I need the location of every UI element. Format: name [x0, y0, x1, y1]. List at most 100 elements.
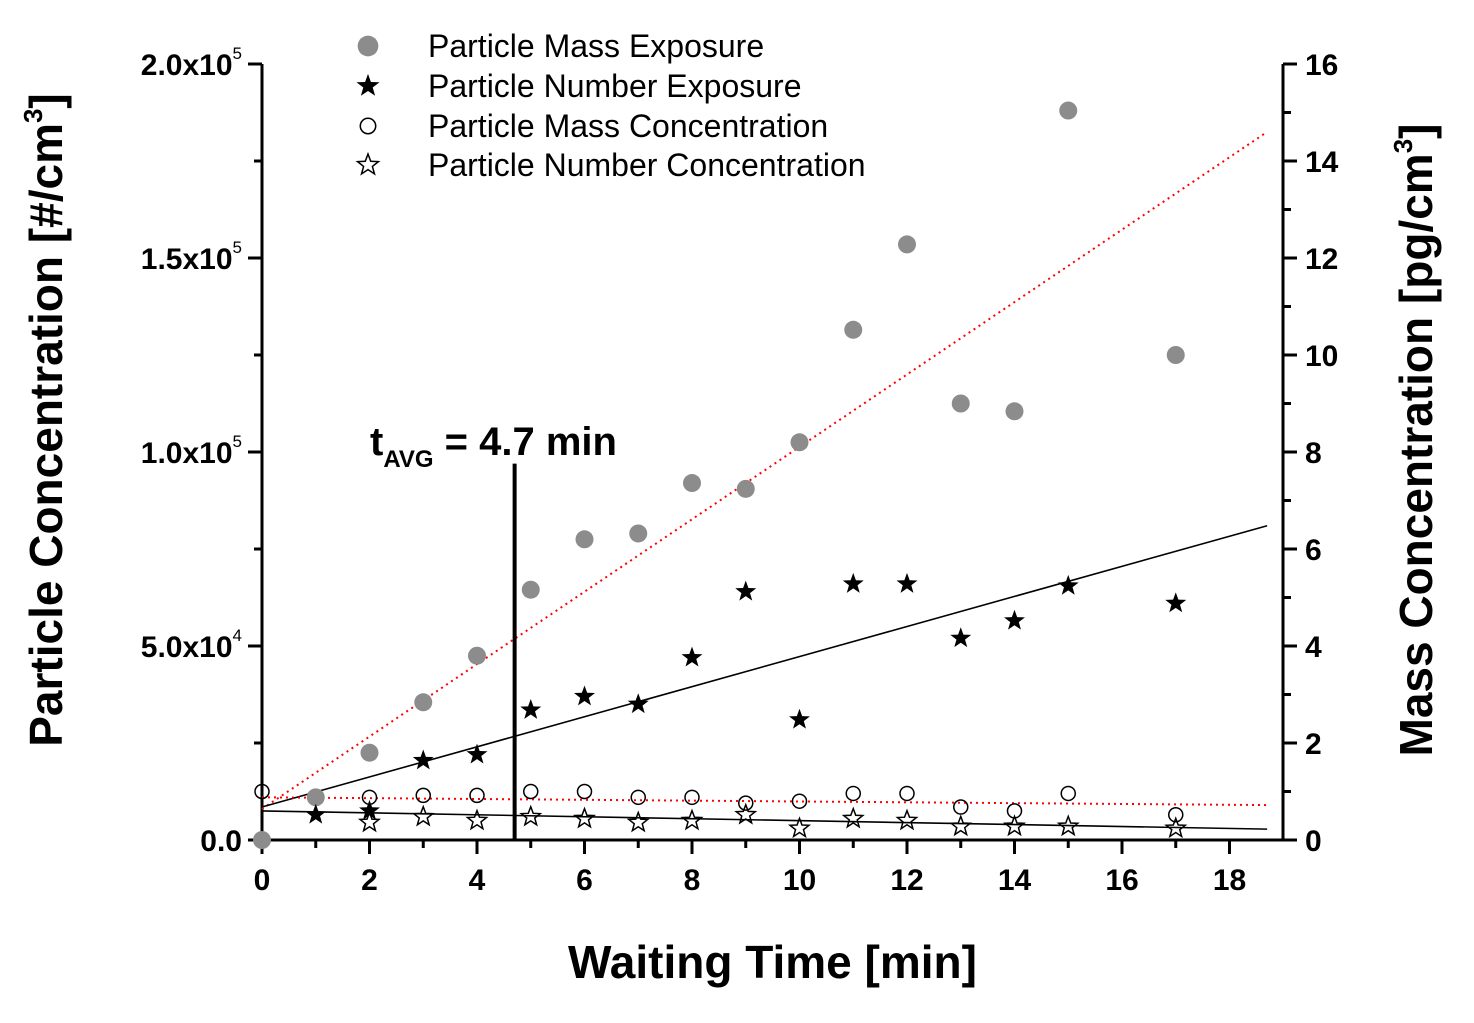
- x-tick-label: 0: [254, 864, 271, 897]
- particle-number-concentration-point: [572, 806, 597, 829]
- particle-number-concentration-point: [787, 816, 812, 839]
- particle-mass-exposure-point: [629, 524, 648, 543]
- y-left-axis-title: Particle Concentration [#/cm3]: [18, 93, 72, 747]
- legend-label-particle-number-concentration: Particle Number Concentration: [428, 147, 866, 183]
- legend-label-particle-mass-exposure: Particle Mass Exposure: [428, 28, 764, 64]
- particle-number-exposure-point: [950, 627, 972, 648]
- particle-mass-exposure-point: [1005, 402, 1024, 421]
- legend-label-particle-mass-concentration: Particle Mass Concentration: [428, 108, 828, 144]
- particle-mass-exposure-point: [306, 788, 325, 807]
- particle-mass-exposure-point: [844, 320, 863, 339]
- particle-number-concentration-point: [519, 804, 543, 827]
- particle-mass-concentration-point: [630, 789, 646, 806]
- particle-mass-concentration-point: [254, 783, 270, 800]
- particle-number-exposure-point: [359, 799, 380, 820]
- particle-mass-exposure-point: [790, 433, 809, 452]
- particle-number-exposure-point: [681, 646, 703, 667]
- y-right-tick-label: 0: [1305, 825, 1322, 858]
- legend: Particle Mass Exposure Particle Number Ex…: [355, 28, 866, 183]
- legend-marker-particle-number-concentration: [355, 151, 381, 176]
- particle-mass-exposure-point: [253, 831, 271, 849]
- x-tick-label: 4: [469, 864, 486, 897]
- particle-mass-concentration-point: [469, 787, 485, 804]
- particle-number-exposure-point: [412, 749, 434, 770]
- particle-mass-concentration-point: [415, 787, 431, 804]
- x-tick-label: 8: [684, 864, 701, 897]
- particle-number-concentration-point: [1164, 816, 1188, 839]
- mass-exposure-fit: [261, 131, 1268, 810]
- particle-number-exposure-point: [1057, 574, 1079, 595]
- particle-number-concentration-point: [680, 808, 704, 831]
- y-right-tick-label: 10: [1305, 340, 1338, 373]
- particle-mass-exposure-point: [898, 235, 916, 254]
- number-exposure-fit: [261, 524, 1268, 808]
- particle-number-concentration-point: [1056, 814, 1080, 837]
- y-left-tick-label: 0.0: [200, 825, 242, 858]
- y-left-tick-label: 1.5x105: [141, 238, 242, 276]
- axes-group: 0 2 4 6 8 10 12 14 16 18 0.0 5.0x104 1.0x105 1.5x105 2…: [18, 44, 1442, 988]
- particle-mass-exposure-point: [414, 693, 433, 712]
- particle-mass-concentration-point: [361, 789, 378, 806]
- particle-number-exposure-point: [466, 743, 488, 764]
- y-right-tick-label: 12: [1305, 243, 1338, 276]
- x-tick-label: 2: [361, 864, 378, 897]
- particle-mass-exposure-point: [736, 479, 755, 498]
- particle-mass-exposure-point: [683, 474, 701, 493]
- particle-mass-concentration-point: [576, 783, 593, 800]
- y-right-axis-title: Mass Concentration [pg/cm3]: [1388, 124, 1442, 757]
- particle-number-exposure-point: [789, 708, 810, 729]
- x-tick-label: 6: [576, 864, 593, 897]
- particle-number-exposure-point: [627, 693, 649, 714]
- particle-number-concentration-point: [465, 808, 489, 831]
- legend-marker-particle-mass-concentration: [359, 117, 377, 135]
- y-right-tick-label: 14: [1305, 146, 1339, 179]
- y-left-tick-label: 1.0x105: [141, 432, 242, 470]
- x-axis-title: Waiting Time [min]: [568, 936, 977, 988]
- particle-number-concentration-point: [357, 810, 382, 833]
- particle-number-exposure-point: [305, 803, 327, 824]
- particle-mass-exposure-point: [575, 530, 594, 549]
- particle-mass-concentration-point: [523, 783, 539, 800]
- particle-mass-exposure-point: [951, 394, 970, 413]
- x-tick-label: 18: [1213, 864, 1246, 897]
- legend-marker-particle-mass-exposure: [357, 35, 379, 57]
- particle-mass-concentration-point: [1060, 785, 1076, 802]
- particle-mass-exposure-point: [1166, 346, 1185, 364]
- particle-number-exposure-point: [1004, 609, 1025, 630]
- particle-mass-concentration-point: [684, 789, 700, 806]
- fit-lines-group: [261, 131, 1268, 830]
- particle-number-concentration-point: [841, 806, 865, 829]
- particle-number-exposure-point: [520, 699, 542, 719]
- particle-number-exposure-point: [896, 572, 918, 593]
- annotation-group: tAVG = 4.7 min: [370, 420, 617, 840]
- particle-number-concentration-point: [949, 814, 973, 837]
- avg-time-label: tAVG = 4.7 min: [370, 420, 617, 473]
- particle-mass-exposure-point: [1059, 101, 1078, 120]
- y-right-tick-label: 8: [1305, 437, 1322, 470]
- particle-mass-concentration-point: [953, 799, 969, 815]
- particle-number-concentration-point: [626, 810, 650, 833]
- particle-mass-concentration-point: [1168, 807, 1184, 823]
- particle-mass-concentration-point: [738, 795, 754, 811]
- x-tick-label: 12: [890, 864, 923, 897]
- particle-number-exposure-point: [574, 685, 595, 706]
- data-points-group: [253, 101, 1188, 849]
- x-tick-label: 16: [1105, 864, 1138, 897]
- particle-mass-exposure-point: [360, 743, 379, 762]
- y-left-tick-label: 5.0x104: [141, 626, 242, 664]
- x-tick-label: 10: [783, 864, 816, 897]
- particle-mass-exposure-point: [468, 646, 486, 665]
- particle-number-concentration-point: [895, 808, 919, 831]
- particle-number-concentration-point: [734, 802, 758, 825]
- y-right-tick-label: 16: [1305, 49, 1338, 82]
- particle-mass-concentration-point: [845, 785, 861, 802]
- legend-marker-particle-number-exposure: [356, 73, 380, 96]
- x-tick-label: 14: [998, 864, 1032, 897]
- particle-mass-concentration-point: [899, 785, 915, 802]
- particle-number-concentration-point: [1002, 814, 1027, 837]
- particle-number-exposure-point: [842, 572, 864, 593]
- legend-label-particle-number-exposure: Particle Number Exposure: [428, 68, 801, 104]
- particle-mass-concentration-point: [791, 793, 808, 809]
- particle-number-concentration-point: [411, 804, 435, 827]
- particle-number-exposure-point: [735, 580, 757, 601]
